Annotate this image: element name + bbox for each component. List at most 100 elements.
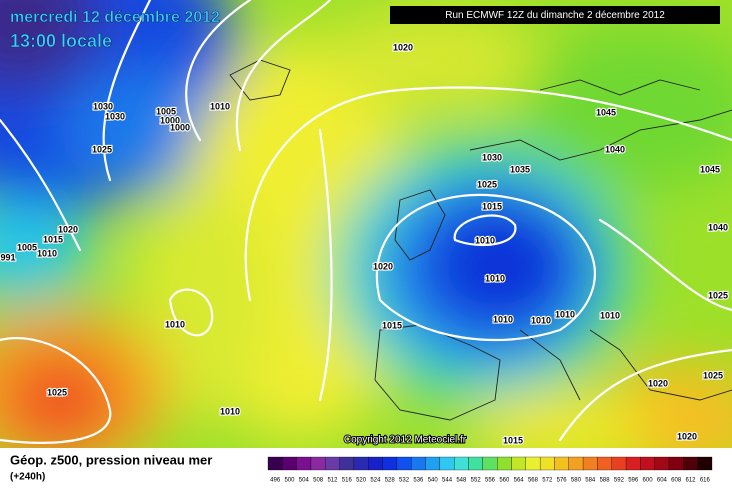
isobar-label: 1010: [210, 101, 230, 111]
scale-swatch: [640, 456, 655, 471]
scale-swatch: [310, 456, 326, 471]
isobar-label: 1015: [482, 201, 502, 211]
color-scale: 496 500 504 508 512 516 520 524 528 532 536 540 544 5…: [267, 456, 713, 484]
scale-swatch: [296, 456, 312, 471]
scale-label: 520: [356, 478, 367, 484]
isobar-label: 991: [0, 252, 15, 262]
run-box: [390, 6, 720, 24]
isobar-label: 1035: [510, 164, 530, 174]
scale-label: 500: [284, 478, 295, 484]
scale-swatch: [353, 456, 369, 471]
scale-swatch: [497, 456, 512, 471]
scale-swatch: [539, 456, 555, 471]
scale-label: 556: [485, 478, 496, 484]
isobar-label: 1030: [105, 111, 125, 121]
isobar-label: 1010: [485, 273, 505, 283]
isobar-label: 1040: [605, 144, 625, 154]
scale-swatch: [482, 456, 498, 471]
isobar-label: 1010: [220, 406, 240, 416]
isobar-label: 1025: [92, 144, 112, 154]
isobar-label: 1040: [708, 222, 728, 232]
isobar-label: 1030: [93, 101, 113, 111]
scale-label: 604: [657, 478, 668, 484]
scale-label: 564: [514, 478, 525, 484]
scale-label: 560: [499, 478, 510, 484]
scale-label: 552: [471, 478, 482, 484]
isobar-label: 1015: [43, 234, 63, 244]
isobar-label: 1010: [165, 319, 185, 329]
isobar-label: 1005: [156, 106, 176, 116]
scale-label: 512: [327, 478, 338, 484]
scale-label: 592: [614, 478, 625, 484]
run-info: Run ECMWF 12Z du dimanche 2 décembre 201…: [445, 10, 665, 21]
scale-swatch: [525, 456, 541, 471]
scale-swatch: [454, 456, 469, 471]
scale-label: 580: [571, 478, 582, 484]
scale-label: 608: [671, 478, 682, 484]
isobar-label: 1020: [373, 261, 393, 271]
scale-swatch: [668, 456, 684, 471]
scale-swatch: [339, 456, 355, 471]
scale-label: 568: [528, 478, 539, 484]
isobar-label: 1015: [503, 435, 523, 445]
isobar-label: 1010: [555, 309, 575, 319]
scale-label: 596: [628, 478, 639, 484]
scale-swatch: [439, 456, 455, 471]
scale-swatch: [267, 456, 283, 471]
scale-swatch: [511, 456, 526, 471]
isobar-label: 1015: [382, 320, 402, 330]
isobar-label: 1010: [600, 310, 620, 320]
scale-swatch: [611, 456, 627, 471]
isobar-label: 1045: [700, 164, 720, 174]
scale-swatch: [368, 456, 383, 471]
scale-label: 616: [700, 478, 711, 484]
scale-swatch: [396, 456, 412, 471]
scale-label: 532: [399, 478, 410, 484]
isobar-label: 1010: [37, 248, 57, 258]
isobar-label: 1025: [47, 387, 67, 397]
scale-label: 600: [643, 478, 654, 484]
scale-swatch: [425, 456, 441, 471]
isobar-label: 1000: [160, 115, 180, 125]
scale-swatch: [325, 456, 340, 471]
scale-label: 612: [686, 478, 697, 484]
scale-swatch: [654, 456, 670, 471]
isobar-label: 1045: [596, 107, 616, 117]
isobar-label: 1025: [703, 370, 723, 380]
isobar-label: 1010: [475, 235, 495, 245]
scale-swatch: [625, 456, 641, 471]
isobar-label: 1000: [170, 122, 190, 132]
product-title: Géop. z500, pression niveau mer: [10, 452, 212, 467]
scale-label: 536: [413, 478, 424, 484]
scale-swatch: [697, 456, 713, 471]
isobar-label: 1030: [482, 152, 502, 162]
scale-swatch: [468, 456, 483, 471]
scale-label: 524: [370, 478, 381, 484]
scale-swatch: [282, 456, 297, 471]
scale-swatch: [382, 456, 398, 471]
scale-label: 576: [557, 478, 568, 484]
isobar-label: 1010: [493, 314, 513, 324]
scale-label: 540: [428, 478, 439, 484]
valid-time: 13:00 locale: [10, 31, 112, 51]
scale-swatch: [568, 456, 584, 471]
isobar-label: 1025: [708, 290, 728, 300]
scale-label: 508: [313, 478, 324, 484]
scale-swatch: [597, 456, 612, 471]
isobar-label: 1020: [393, 42, 413, 52]
scale-label: 572: [542, 478, 553, 484]
scale-label: 588: [600, 478, 611, 484]
isobar-label: 1020: [58, 224, 78, 234]
isobar-label: 1020: [648, 378, 668, 388]
scale-swatch: [683, 456, 698, 471]
scale-swatch: [554, 456, 569, 471]
isobar-label: 1010: [531, 315, 551, 325]
scale-label: 548: [456, 478, 467, 484]
scale-label: 496: [270, 478, 281, 484]
forecast-hour: (+240h): [10, 472, 45, 483]
scale-label: 544: [442, 478, 453, 484]
isobar-label: 1025: [477, 179, 497, 189]
scale-label: 528: [385, 478, 396, 484]
